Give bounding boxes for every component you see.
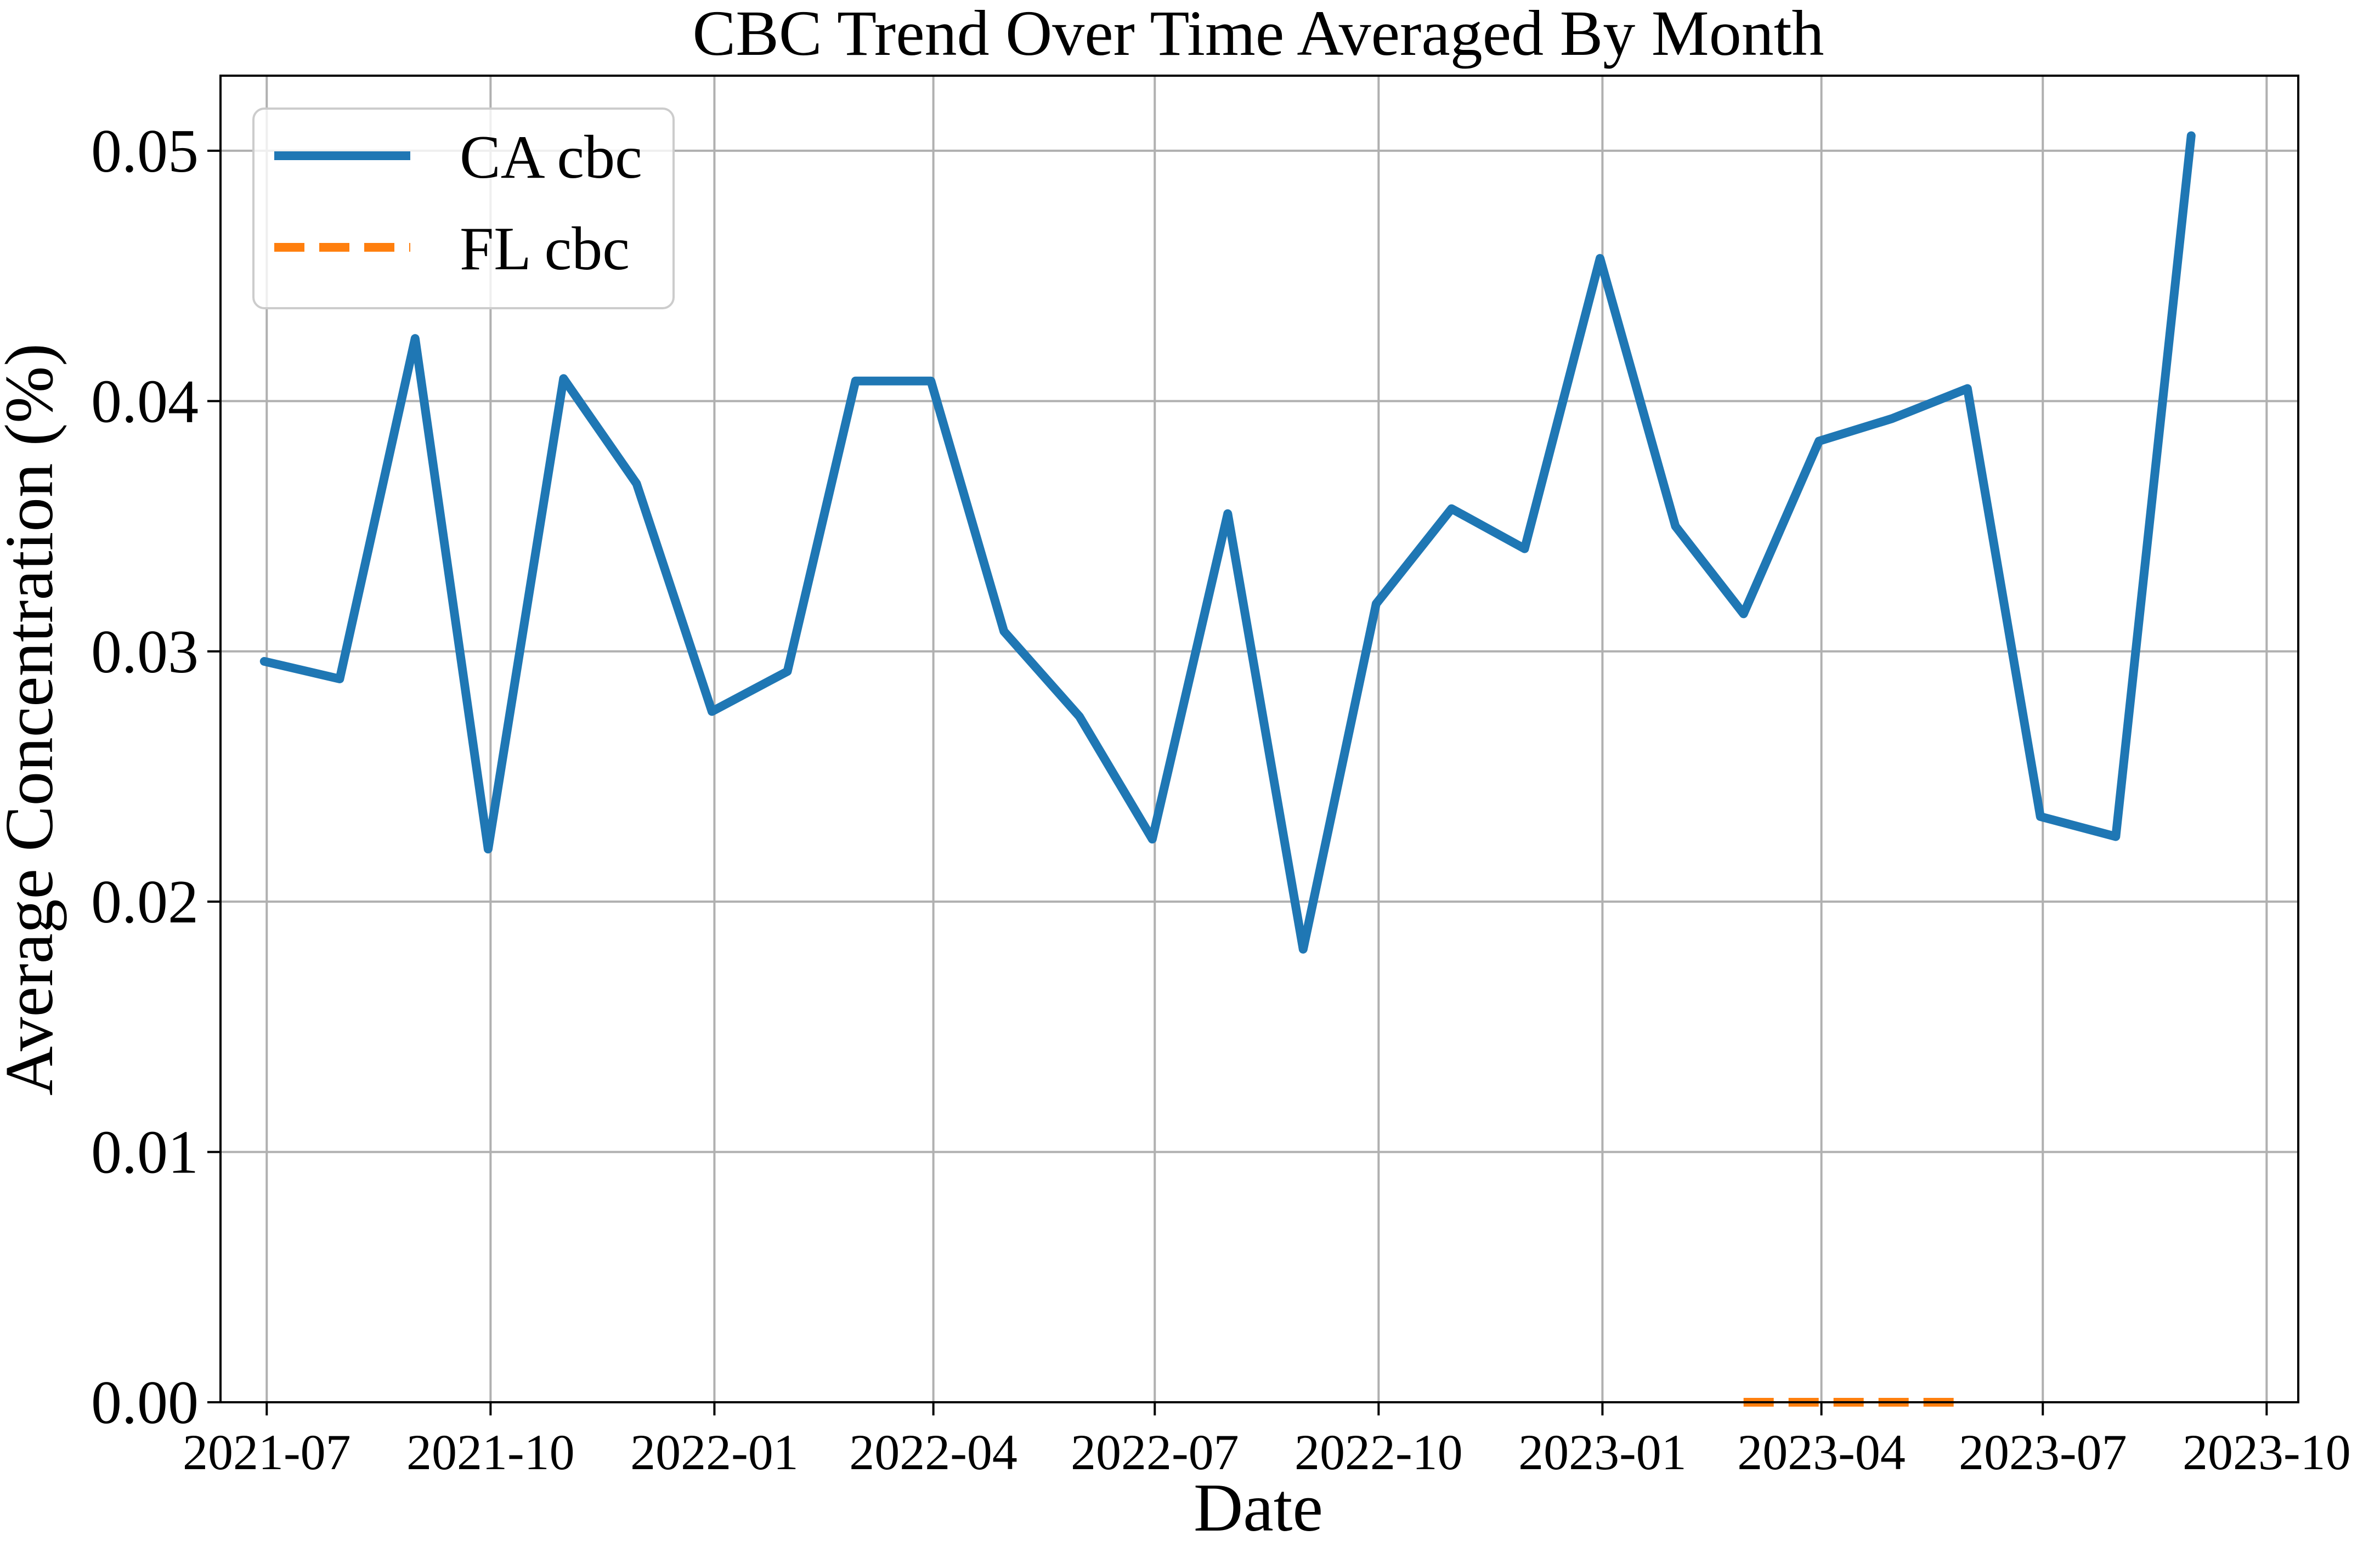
data-point [854, 379, 857, 383]
x-tick-label: 2023-10 [2183, 1424, 2351, 1480]
data-point [1523, 547, 1527, 551]
data-point [263, 660, 266, 663]
data-point [414, 337, 417, 340]
y-axis-label: Average Concentration (%) [0, 343, 67, 1096]
x-tick-label: 2022-01 [630, 1424, 799, 1480]
y-tick-label: 0.03 [91, 618, 199, 686]
data-point [1078, 715, 1081, 718]
x-axis-label: Date [1194, 1470, 1323, 1546]
series-line-ca-cbc [259, 131, 2196, 954]
data-point [1742, 612, 1745, 615]
data-point [1674, 525, 1677, 528]
x-tick-label: 2023-01 [1518, 1424, 1687, 1480]
y-tick-label: 0.04 [91, 367, 199, 435]
legend-label-ca-cbc: CA cbc [460, 123, 642, 191]
data-point [562, 377, 565, 380]
plot-frame [219, 75, 2299, 1403]
x-tick-label: 2022-07 [1071, 1424, 1239, 1480]
data-point [2114, 835, 2117, 839]
data-point [1890, 417, 1893, 420]
y-tick-label: 0.02 [91, 868, 199, 936]
y-tick-label: 0.01 [91, 1119, 199, 1187]
x-tick-label: 2023-07 [1959, 1424, 2127, 1480]
data-point [487, 847, 490, 851]
data-point [2039, 815, 2042, 818]
x-tick-label: 2021-10 [406, 1424, 575, 1480]
data-point [1450, 507, 1453, 511]
data-point [786, 670, 789, 673]
legend: CA cbc FL cbc [252, 107, 675, 309]
y-tick-label: 0.05 [91, 117, 199, 185]
data-point [1966, 387, 1969, 390]
data-point [338, 677, 341, 681]
data-point [710, 710, 714, 713]
data-point [635, 482, 638, 485]
x-tick-label: 2023-04 [1737, 1424, 1906, 1480]
x-tick-label: 2021-07 [183, 1424, 351, 1480]
data-point [1375, 602, 1378, 605]
data-point [929, 379, 932, 383]
data-point [1226, 512, 1229, 515]
data-point [1598, 257, 1602, 260]
axis-ticks: 2021-07 2021-10 2022-01 2022-04 2022-07 2022-… [91, 117, 2351, 1480]
data-point [1817, 439, 1821, 443]
data-point [2190, 134, 2193, 138]
data-point [1302, 948, 1305, 951]
data-point [1002, 630, 1005, 633]
data-point [1151, 837, 1154, 841]
x-tick-label: 2022-04 [849, 1424, 1017, 1480]
y-tick-label: 0.00 [91, 1369, 199, 1437]
chart-title: CBC Trend Over Time Averaged By Month [693, 0, 1824, 69]
x-tick-label: 2022-10 [1294, 1424, 1463, 1480]
legend-label-fl-cbc: FL cbc [460, 215, 630, 283]
